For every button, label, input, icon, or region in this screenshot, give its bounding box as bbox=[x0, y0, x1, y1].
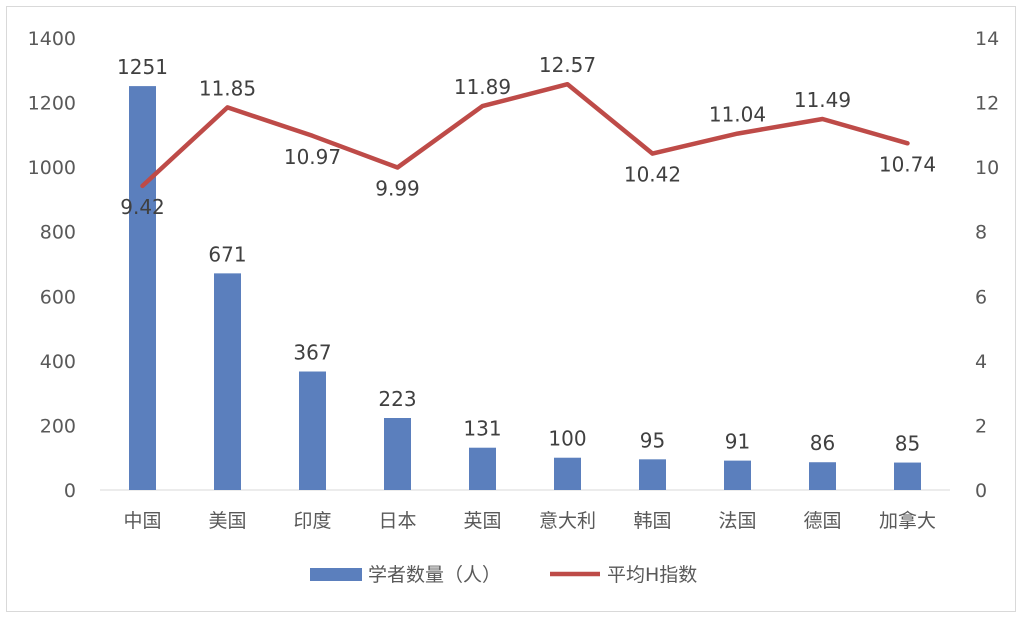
category-label: 加拿大 bbox=[879, 509, 936, 532]
bar-value-label: 91 bbox=[725, 430, 750, 454]
category-label: 印度 bbox=[293, 510, 331, 532]
legend-line-label: 平均H指数 bbox=[607, 564, 697, 586]
left-tick-label: 1400 bbox=[28, 28, 76, 50]
left-tick-label: 1000 bbox=[28, 157, 76, 179]
bar bbox=[724, 460, 751, 490]
category-label: 日本 bbox=[378, 510, 416, 532]
line-value-label: 10.97 bbox=[284, 145, 341, 169]
right-tick-label: 6 bbox=[975, 286, 987, 308]
bar-value-label: 1251 bbox=[117, 55, 168, 79]
line-value-label: 11.85 bbox=[199, 76, 256, 100]
bar bbox=[214, 273, 241, 490]
line-value-label: 12.57 bbox=[539, 53, 596, 77]
line-value-label: 10.42 bbox=[624, 163, 681, 187]
right-tick-label: 10 bbox=[975, 157, 999, 179]
right-tick-label: 2 bbox=[975, 415, 987, 437]
bar bbox=[639, 459, 666, 490]
bar bbox=[299, 371, 326, 490]
bar-value-label: 95 bbox=[640, 428, 665, 452]
category-label: 德国 bbox=[803, 510, 841, 532]
bar bbox=[384, 418, 411, 490]
line-value-label: 11.49 bbox=[794, 88, 851, 112]
bar-value-label: 100 bbox=[548, 427, 586, 451]
bar-value-label: 85 bbox=[895, 432, 920, 456]
chart-frame bbox=[6, 6, 1016, 612]
right-axis: 0 2 4 6 8 10 12 14 bbox=[975, 28, 999, 502]
bar-value-label: 671 bbox=[208, 242, 246, 266]
line-value-label: 10.74 bbox=[879, 152, 936, 176]
category-axis: 中国 美国 印度 日本 英国 意大利 韩国 法国 德国 加拿大 bbox=[123, 509, 936, 532]
bar bbox=[469, 447, 496, 490]
left-tick-label: 0 bbox=[64, 480, 76, 502]
bar-value-label: 131 bbox=[463, 417, 501, 441]
right-tick-label: 12 bbox=[975, 93, 999, 115]
right-tick-label: 4 bbox=[975, 351, 987, 373]
category-label: 英国 bbox=[463, 510, 501, 532]
left-tick-label: 400 bbox=[40, 351, 76, 373]
bar-series bbox=[129, 86, 921, 490]
left-tick-label: 1200 bbox=[28, 93, 76, 115]
right-tick-label: 8 bbox=[975, 222, 987, 244]
category-label: 法国 bbox=[718, 510, 756, 532]
left-tick-label: 200 bbox=[40, 415, 76, 437]
bar-value-label: 367 bbox=[293, 341, 331, 365]
line-value-label: 9.42 bbox=[120, 195, 165, 219]
legend: 学者数量（人） 平均H指数 bbox=[310, 564, 697, 586]
bar bbox=[554, 457, 581, 490]
category-label: 美国 bbox=[208, 510, 246, 532]
left-axis: 0 200 400 600 800 1000 1200 1400 bbox=[28, 28, 76, 502]
category-label: 中国 bbox=[123, 510, 161, 532]
line-value-label: 11.04 bbox=[709, 103, 766, 127]
line-path bbox=[140, 81, 910, 189]
bar bbox=[129, 86, 156, 490]
category-label: 意大利 bbox=[539, 510, 596, 532]
bar bbox=[809, 462, 836, 490]
line-series bbox=[140, 81, 910, 189]
category-label: 韩国 bbox=[633, 510, 671, 532]
right-tick-label: 14 bbox=[975, 28, 999, 50]
bar-value-label: 86 bbox=[810, 431, 835, 455]
bar bbox=[894, 462, 921, 490]
bar-data-labels: 1251 671 367 223 131 100 95 91 86 85 bbox=[117, 55, 920, 455]
legend-bar-label: 学者数量（人） bbox=[368, 564, 501, 586]
line-data-labels: 9.42 11.85 10.97 9.99 11.89 12.57 10.42 11.04 11… bbox=[120, 53, 936, 219]
bar-value-label: 223 bbox=[378, 387, 416, 411]
left-tick-label: 600 bbox=[40, 286, 76, 308]
line-value-label: 11.89 bbox=[454, 75, 511, 99]
left-tick-label: 800 bbox=[40, 222, 76, 244]
legend-bar-swatch bbox=[310, 568, 362, 581]
line-value-label: 9.99 bbox=[375, 176, 420, 200]
right-tick-label: 0 bbox=[975, 480, 987, 502]
